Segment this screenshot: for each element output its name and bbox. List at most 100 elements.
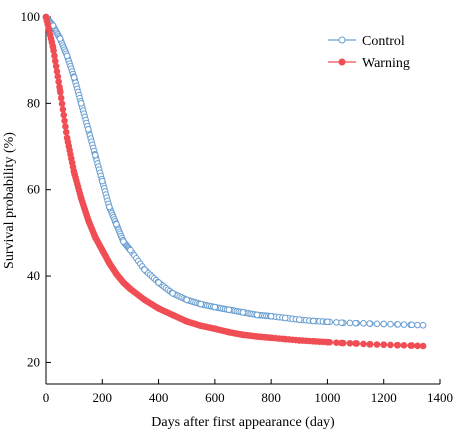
data-point [197, 322, 205, 330]
data-point [310, 337, 317, 345]
data-point [49, 43, 57, 51]
data-point [360, 340, 367, 348]
data-point [127, 285, 134, 293]
axes: 0 200 400 600 800 1000 1200 1400 20 40 60 80 100 [21, 9, 454, 405]
data-point [127, 246, 134, 254]
data-point [91, 151, 99, 159]
data-point [57, 94, 65, 102]
data-point [380, 341, 388, 349]
data-point [141, 266, 148, 273]
x-tick-label: 200 [93, 390, 113, 405]
legend-label: Warning [362, 56, 410, 71]
data-point [324, 318, 331, 326]
y-tick-label: 80 [27, 95, 40, 110]
y-tick-label: 40 [27, 268, 40, 283]
data-point [155, 279, 162, 286]
data-point [295, 316, 303, 323]
data-point [346, 319, 354, 327]
y-axis-title: Survival probability (%) [2, 132, 17, 269]
data-point [98, 246, 106, 254]
data-point [324, 338, 331, 346]
data-point [113, 270, 120, 278]
data-point [225, 306, 233, 314]
data-point [98, 177, 106, 185]
x-tick-label: 400 [149, 390, 169, 405]
data-point [211, 303, 219, 311]
legend-label: Control [362, 34, 405, 49]
data-point [239, 331, 247, 339]
data-point [77, 100, 85, 107]
data-point [183, 296, 191, 304]
data-point [253, 333, 261, 340]
data-point [84, 216, 92, 224]
data-point [380, 320, 388, 328]
data-point [56, 87, 64, 94]
x-tick-label: 1200 [371, 390, 397, 405]
data-point [155, 305, 162, 312]
data-point [55, 78, 62, 86]
data-point [77, 195, 85, 202]
data-point [197, 300, 205, 308]
data-point [366, 340, 373, 348]
series-control [42, 13, 427, 329]
x-tick-label: 600 [205, 390, 225, 405]
data-point [62, 128, 70, 136]
x-tick-label: 800 [261, 390, 281, 405]
data-point [63, 134, 71, 142]
data-point [91, 233, 99, 241]
data-point [58, 100, 66, 107]
data-point [267, 334, 275, 342]
data-point [281, 335, 289, 343]
data-point [183, 318, 191, 325]
data-point [239, 309, 247, 316]
legend-marker [338, 36, 346, 44]
data-point [352, 340, 359, 347]
data-point [53, 68, 61, 75]
data-point [419, 321, 427, 329]
y-tick-label: 100 [21, 9, 41, 24]
data-point [59, 106, 67, 113]
data-point [120, 238, 127, 245]
data-point [169, 290, 176, 297]
data-point [338, 319, 345, 326]
data-point [63, 52, 71, 60]
y-tick-label: 60 [27, 182, 40, 197]
data-point [310, 317, 317, 325]
data-point [211, 325, 219, 333]
legend-marker [338, 58, 346, 66]
data-point [84, 125, 92, 133]
data-point [106, 259, 113, 267]
data-point [360, 320, 367, 327]
data-point [267, 312, 275, 320]
data-point [70, 169, 78, 176]
data-point [408, 342, 416, 349]
data-point [62, 123, 69, 130]
data-point [61, 117, 68, 125]
data-point [56, 35, 64, 42]
data-point [346, 339, 354, 347]
data-point [51, 52, 58, 60]
data-point [408, 321, 416, 329]
data-point [113, 220, 120, 228]
data-point [51, 57, 59, 65]
data-point [70, 74, 78, 81]
data-point [394, 341, 402, 349]
x-axis-title: Days after first appearance (day) [151, 415, 335, 430]
data-point [366, 320, 373, 327]
data-point [225, 328, 233, 336]
data-point [120, 279, 127, 286]
data-point [352, 319, 359, 327]
x-tick-label: 1400 [427, 390, 453, 405]
data-point [141, 296, 148, 304]
data-point [419, 342, 427, 350]
legend: Control Warning [328, 34, 410, 71]
data-point [373, 320, 381, 328]
data-point [373, 341, 381, 348]
data-point [394, 321, 402, 328]
data-point [106, 203, 113, 211]
data-point [281, 314, 289, 322]
x-tick-label: 1000 [314, 390, 340, 405]
data-point [387, 341, 394, 349]
